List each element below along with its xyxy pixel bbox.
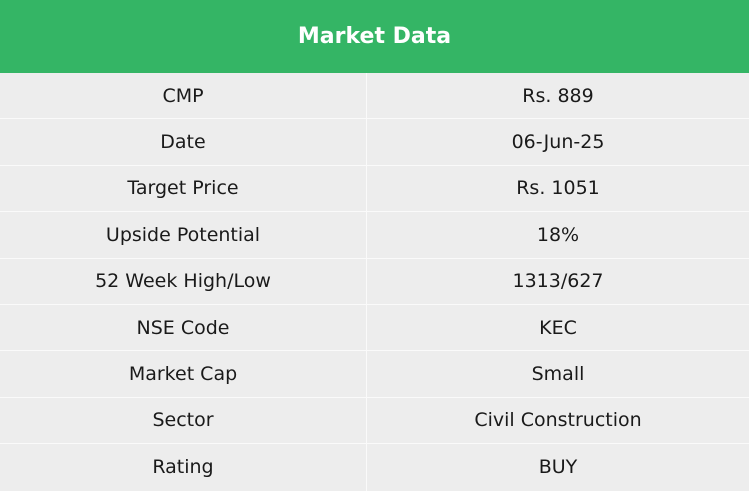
- row-label-upside-potential: Upside Potential: [0, 212, 367, 258]
- table-row: Date 06-Jun-25: [0, 119, 749, 166]
- row-value-date: 06-Jun-25: [511, 131, 605, 154]
- row-value-cmp: Rs. 889: [522, 84, 594, 107]
- row-label-sector: Sector: [0, 397, 367, 444]
- table-row: Market Cap Small: [0, 351, 749, 398]
- row-value-52-week-high-low: 1313/627: [512, 270, 604, 293]
- table-title: Market Data: [0, 0, 749, 73]
- table-body: CMP Rs. 889 Date 06-Jun-25 Target Price …: [0, 73, 749, 491]
- row-value-market-cap: Small: [531, 363, 585, 386]
- row-label-52-week-high-low: 52 Week High/Low: [0, 258, 367, 304]
- table-row: CMP Rs. 889: [0, 73, 749, 120]
- row-label-cmp: CMP: [0, 73, 367, 119]
- row-value-sector: Civil Construction: [474, 409, 642, 432]
- row-label-nse-code: NSE Code: [0, 304, 367, 351]
- table-row: Rating BUY: [0, 444, 749, 491]
- row-value-nse-code: KEC: [539, 316, 577, 339]
- table-row: Upside Potential 18%: [0, 212, 749, 259]
- row-label-rating: Rating: [0, 444, 367, 491]
- table-row: Target Price Rs. 1051: [0, 165, 749, 213]
- row-value-upside-potential: 18%: [536, 223, 580, 246]
- row-value-target-price: Rs. 1051: [516, 177, 600, 200]
- table-row: NSE Code KEC: [0, 304, 749, 352]
- row-label-date: Date: [0, 119, 367, 165]
- row-label-target-price: Target Price: [0, 165, 367, 212]
- row-value-rating: BUY: [538, 456, 578, 479]
- table-row: Sector Civil Construction: [0, 397, 749, 445]
- row-label-market-cap: Market Cap: [0, 351, 367, 397]
- table-row: 52 Week High/Low 1313/627: [0, 258, 749, 305]
